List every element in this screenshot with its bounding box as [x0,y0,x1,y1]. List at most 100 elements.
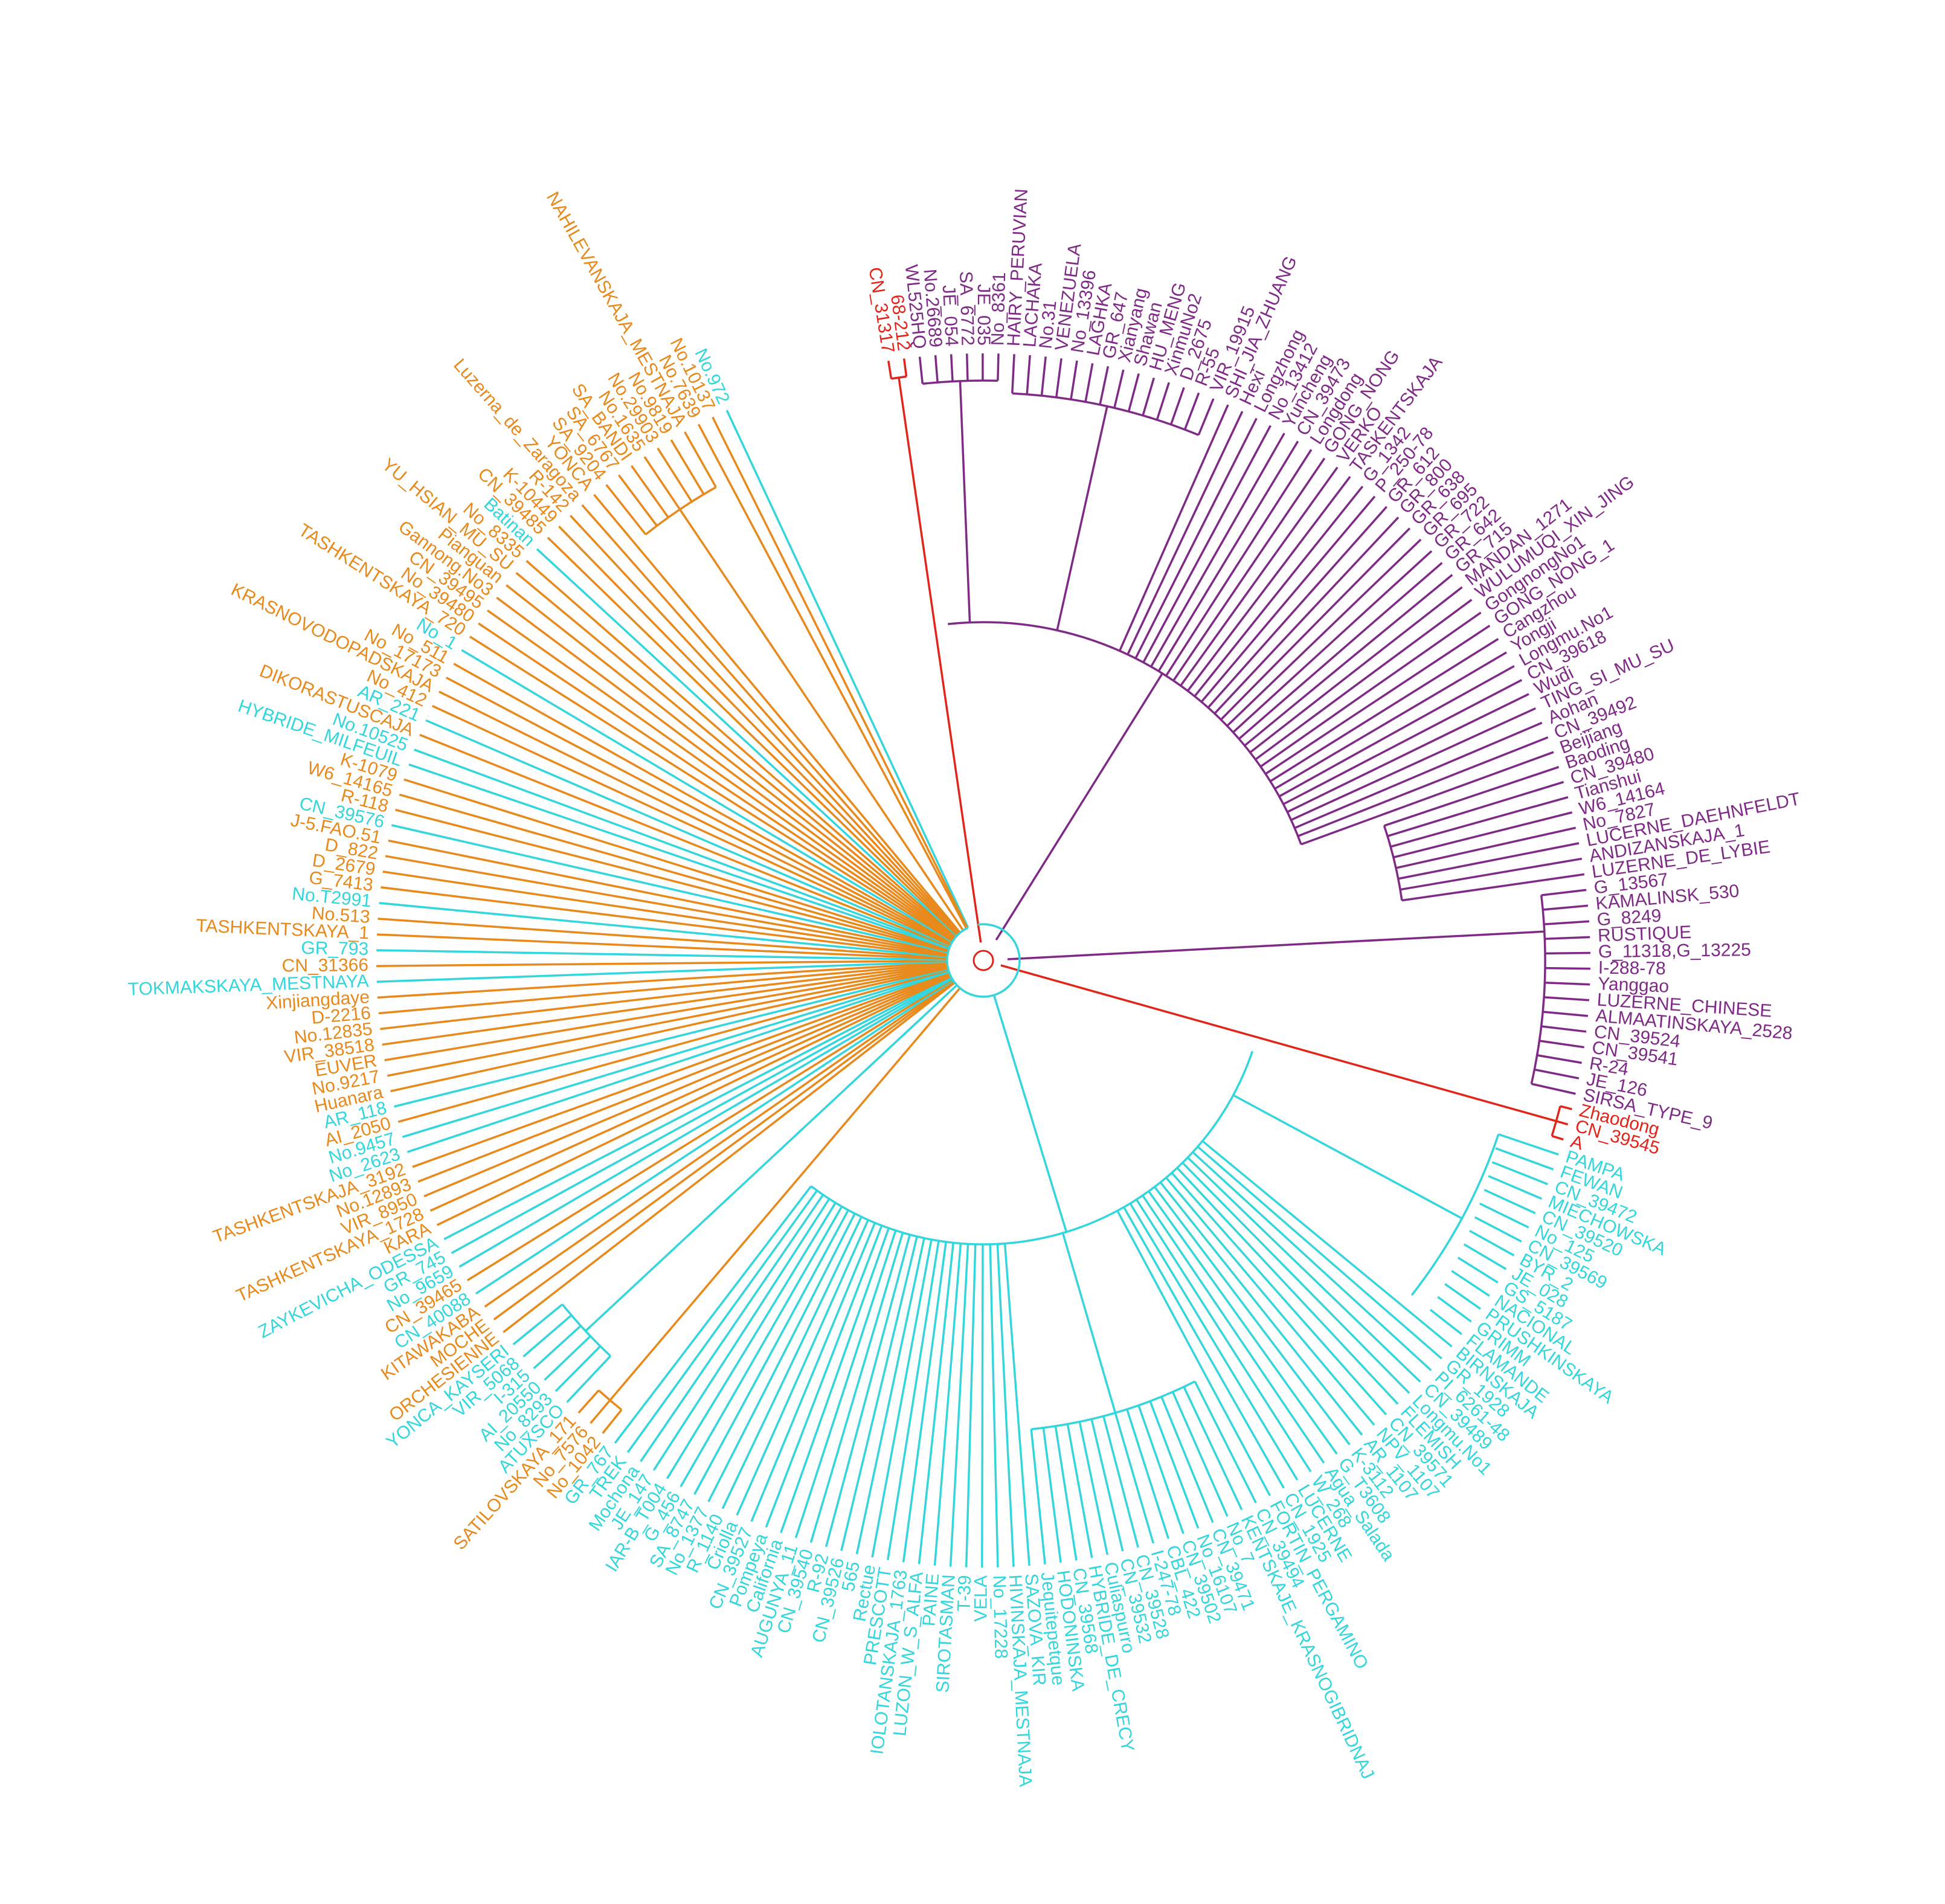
branch [533,1325,582,1369]
branch [1181,1162,1216,1197]
branch [1003,1243,1008,1263]
branch [614,1255,759,1444]
branch [1054,1426,1078,1561]
branch [1116,1210,1128,1229]
branch [1537,1054,1582,1064]
branch [577,1389,600,1414]
branch-arc [1530,895,1546,1084]
branch [785,1198,831,1267]
branch [1479,1202,1529,1229]
branch [1539,1040,1584,1049]
branch [566,1355,611,1403]
branch [377,961,948,999]
branch [981,1270,984,1568]
branch [949,1275,968,1567]
branch [1201,1140,1246,1177]
branch [1290,776,1386,821]
branch [1127,482,1210,655]
branch [1194,573,1294,697]
branch [1232,1094,1463,1220]
branch [840,1219,869,1280]
branch [1040,356,1047,396]
branch [1150,510,1241,667]
branch [1149,1221,1312,1473]
branch [1084,363,1094,402]
branch [394,968,949,1108]
branch [1174,1213,1351,1446]
branch [712,416,968,929]
branch [992,994,1068,1232]
branch [376,959,948,967]
branch [887,361,893,379]
branch [794,1202,837,1270]
branch [496,596,955,940]
branch [1221,1190,1421,1383]
branch [959,381,971,623]
branch [1207,594,1309,709]
branch [948,1243,954,1279]
branch [725,410,969,928]
tip-label: GR_793 [301,938,368,959]
branch [379,902,948,959]
branch [1172,541,1269,681]
branch [431,704,951,947]
branch [381,886,948,957]
branch [1541,889,1587,896]
branch [609,987,961,1401]
branch [402,970,950,1138]
branch [1134,492,1221,659]
branch [397,969,949,1123]
branch [626,1258,769,1453]
branch [1265,724,1341,775]
branch [522,1314,573,1358]
branch [1214,1194,1410,1394]
branch [855,1282,916,1555]
branch [1378,693,1529,769]
branch [1545,936,1590,940]
branch [486,609,954,941]
branch [1294,785,1393,829]
branch [1186,562,1286,692]
branch [1000,964,1557,1122]
branch [1232,640,1334,733]
branch [1401,873,1585,902]
branch [1135,1198,1152,1223]
branch [1238,433,1285,512]
branch [382,870,948,956]
branch [506,584,956,939]
branch [1102,1415,1139,1548]
branch [391,824,948,954]
branch [1395,826,1577,869]
branch [1542,1011,1588,1017]
branch [1125,1227,1271,1496]
branch [736,1279,843,1516]
branch [1200,584,1302,703]
branch [1405,751,1554,808]
tip-label: Yanggao [1598,974,1670,997]
branch [1070,360,1078,400]
branch [1194,1381,1257,1504]
branch [825,1283,898,1548]
branch [1148,1191,1168,1218]
branch [1322,599,1473,710]
branch [922,1239,933,1283]
branch [950,354,954,382]
branch [1474,1216,1522,1243]
branch [1142,501,1231,663]
branch [555,1345,602,1392]
branch [1398,842,1580,880]
branch [1244,1176,1453,1348]
branch [399,793,949,952]
branch [931,1240,940,1282]
branch [1313,516,1400,608]
branch [631,465,669,518]
branch [1469,1229,1515,1256]
branch [918,1278,951,1565]
branch [1237,1180,1442,1360]
tip-label: RUSTIQUE [1598,922,1692,946]
branch [1297,795,1400,837]
branch [1545,966,1590,970]
branch [376,949,948,961]
branch [569,515,960,935]
